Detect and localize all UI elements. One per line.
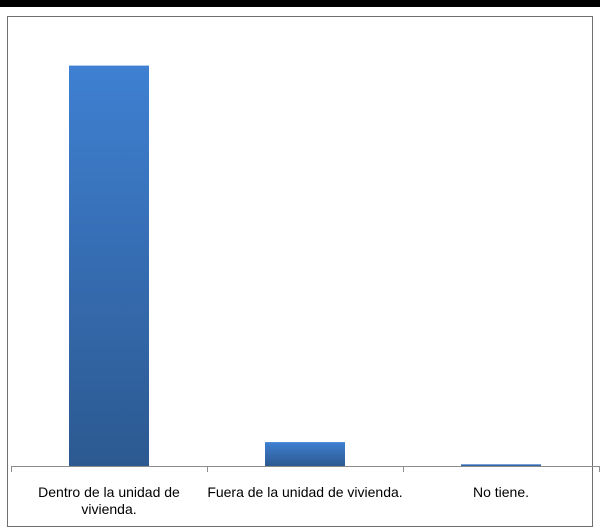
bar-1 bbox=[69, 65, 149, 466]
top-border-band bbox=[0, 0, 600, 7]
category-label-no-tiene: No tiene. bbox=[472, 484, 530, 500]
bar-3 bbox=[461, 464, 541, 466]
bar-2 bbox=[265, 442, 345, 466]
category-label-dentro: Dentro de la unidad de vivienda. bbox=[38, 484, 180, 517]
category-label-fuera: Fuera de la unidad de vivienda. bbox=[207, 484, 403, 500]
